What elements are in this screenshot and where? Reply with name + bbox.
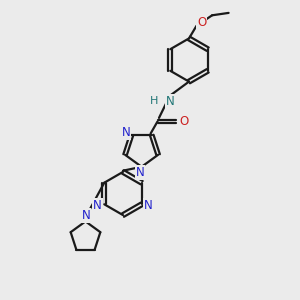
Text: O: O bbox=[197, 16, 206, 29]
Text: N: N bbox=[136, 166, 145, 179]
Text: N: N bbox=[166, 95, 175, 108]
Text: N: N bbox=[81, 209, 90, 222]
Text: N: N bbox=[122, 126, 130, 140]
Text: N: N bbox=[144, 199, 153, 212]
Text: H: H bbox=[150, 96, 158, 106]
Text: O: O bbox=[180, 115, 189, 128]
Text: N: N bbox=[93, 199, 102, 212]
